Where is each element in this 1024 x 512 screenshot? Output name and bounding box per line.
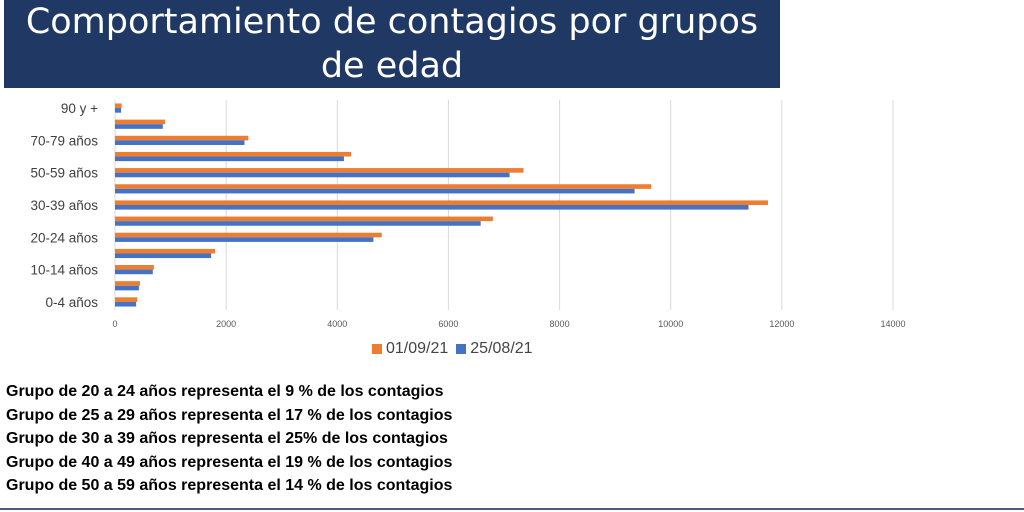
legend-label-01-09-21: 01/09/21 [386, 340, 449, 357]
note-20-24: Grupo de 20 a 24 años representa el 9 % … [6, 383, 444, 400]
legend-item-25-08-21: 25/08/21 [456, 340, 533, 358]
bar-25-08-21-20-24-años [115, 237, 374, 242]
y-axis-label-50-59-años: 50-59 años [30, 166, 98, 181]
note-30-39: Grupo de 30 a 39 años representa el 25% … [6, 430, 448, 447]
chart-legend: 01/09/21 25/08/21 [372, 340, 541, 358]
bar-25-08-21-5-9-años [115, 285, 139, 291]
bar-25-08-21-60-69-años [115, 156, 344, 162]
x-tick-label-14000: 14000 [880, 319, 905, 329]
x-tick-label-0: 0 [112, 319, 117, 329]
y-axis-label-10-14-años: 10-14 años [30, 263, 98, 278]
legend-item-01-09-21: 01/09/21 [372, 340, 448, 358]
note-50-59: Grupo de 50 a 59 años representa el 14 %… [6, 477, 453, 494]
legend-label-25-08-21: 25/08/21 [470, 340, 533, 357]
bar-01-09-21-5-9-años [115, 281, 141, 286]
bar-01-09-21-30-39-años [115, 200, 768, 205]
legend-swatch-blue [456, 344, 467, 354]
bar-25-08-21-90-y-+ [115, 108, 122, 113]
bar-25-08-21-0-4-años [115, 301, 137, 307]
bar-01-09-21-25-29-años [115, 216, 493, 222]
y-axis-label-20-24-años: 20-24 años [30, 230, 98, 245]
legend-swatch-orange [372, 344, 382, 354]
title-banner: Comportamiento de contagios por grupos d… [4, 0, 780, 88]
bar-01-09-21-70-79-años [115, 135, 249, 141]
bar-25-08-21-30-39-años [115, 205, 749, 210]
y-axis-label-90-y-+: 90 y + [61, 101, 98, 116]
bar-25-08-21-50-59-años [115, 172, 510, 178]
y-axis-label-70-79-años: 70-79 años [30, 133, 98, 148]
x-tick-label-8000: 8000 [550, 319, 570, 329]
page-title-line-2: de edad [320, 46, 464, 86]
bar-25-08-21-10-14-años [115, 269, 153, 275]
bar-25-08-21-40-49-años [115, 188, 635, 194]
bar-25-08-21-80-89-años [115, 124, 163, 129]
bar-01-09-21-50-59-años [115, 168, 524, 173]
note-40-49: Grupo de 40 a 49 años representa el 19 %… [6, 453, 453, 471]
bar-01-09-21-60-69-años [115, 151, 352, 157]
bar-25-08-21-15-19-años [115, 253, 212, 259]
y-axis-label-0-4-años: 0-4 años [45, 295, 98, 310]
y-axis-label-30-39-años: 30-39 años [30, 198, 98, 213]
bar-01-09-21-0-4-años [115, 297, 138, 302]
bar-01-09-21-90-y-+ [115, 103, 122, 109]
bar-01-09-21-10-14-años [115, 265, 154, 270]
x-tick-label-12000: 12000 [769, 319, 794, 329]
bar-01-09-21-15-19-años [115, 248, 216, 254]
x-tick-label-6000: 6000 [438, 319, 458, 329]
x-tick-label-2000: 2000 [216, 319, 236, 329]
x-tick-label-4000: 4000 [327, 319, 347, 329]
bar-01-09-21-20-24-años [115, 232, 382, 238]
bar-25-08-21-70-79-años [115, 140, 245, 145]
note-25-29: Grupo de 25 a 29 años representa el 17 %… [6, 406, 453, 424]
bar-25-08-21-25-29-años [115, 221, 481, 226]
page-title-line-1: Comportamiento de contagios por grupos [25, 2, 759, 42]
bottom-divider [0, 508, 1024, 510]
bar-01-09-21-80-89-años [115, 119, 166, 125]
percentage-notes: Grupo de 20 a 24 años representa el 9 % … [6, 380, 452, 498]
bar-chart: 0 2000 4000 6000 8000 10000 12000 14000 0-4 años… [30, 100, 906, 329]
bar-01-09-21-40-49-años [115, 184, 652, 189]
x-tick-label-10000: 10000 [658, 319, 683, 329]
